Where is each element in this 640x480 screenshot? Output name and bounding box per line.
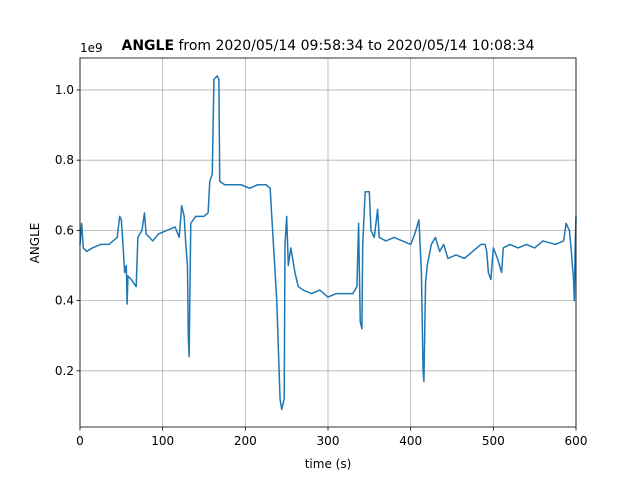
x-tick-label: 600: [565, 434, 588, 448]
x-tick-label: 200: [234, 434, 257, 448]
y-tick-label: 0.6: [55, 223, 74, 237]
x-tick-label: 100: [151, 434, 174, 448]
x-tick-label: 400: [399, 434, 422, 448]
x-tick-label: 0: [76, 434, 84, 448]
x-tick-label: 500: [482, 434, 505, 448]
y-tick-label: 0.2: [55, 364, 74, 378]
x-tick-label: 300: [317, 434, 340, 448]
y-axis-label: ANGLE: [28, 223, 42, 264]
plot-frame: [79, 57, 577, 428]
x-axis-label: time (s): [305, 457, 352, 471]
title-rest: from 2020/05/14 09:58:34 to 2020/05/14 1…: [178, 38, 534, 54]
offset-text: 1e9: [80, 41, 103, 55]
y-tick-label: 0.4: [55, 294, 74, 308]
y-tick-label: 0.8: [55, 153, 74, 167]
title-bold: ANGLE: [121, 38, 174, 54]
y-tick-label: 1.0: [55, 83, 74, 97]
chart-title: ANGLE from 2020/05/14 09:58:34 to 2020/0…: [121, 38, 534, 54]
data-line: [79, 75, 577, 411]
